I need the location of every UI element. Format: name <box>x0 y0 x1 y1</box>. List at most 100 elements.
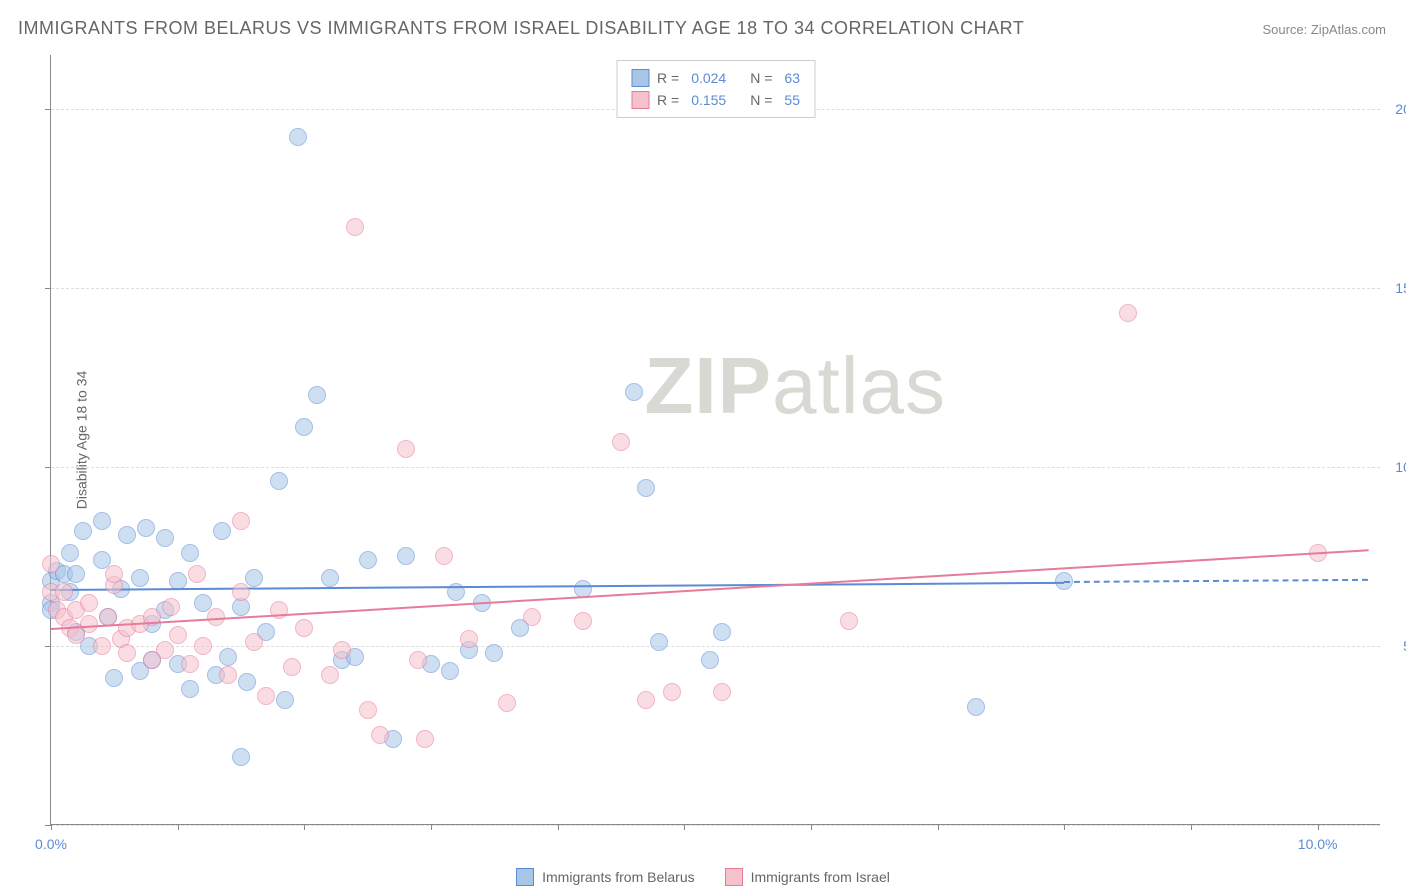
legend-swatch <box>631 69 649 87</box>
scatter-point <box>270 472 288 490</box>
legend-series-label: Immigrants from Belarus <box>542 869 694 885</box>
scatter-point <box>219 648 237 666</box>
y-tick <box>45 467 51 468</box>
trend-line <box>51 581 1064 590</box>
series-legend: Immigrants from Belarus Immigrants from I… <box>0 868 1406 886</box>
scatter-point <box>625 383 643 401</box>
scatter-point <box>1119 304 1137 322</box>
scatter-point <box>333 641 351 659</box>
scatter-point <box>523 608 541 626</box>
x-tick <box>51 824 52 830</box>
scatter-point <box>181 680 199 698</box>
scatter-point <box>701 651 719 669</box>
scatter-point <box>232 512 250 530</box>
scatter-point <box>295 619 313 637</box>
scatter-point <box>194 637 212 655</box>
scatter-point <box>219 666 237 684</box>
legend-series-item: Immigrants from Israel <box>725 868 890 886</box>
scatter-point <box>713 683 731 701</box>
legend-swatch <box>631 91 649 109</box>
scatter-point <box>295 418 313 436</box>
scatter-point <box>93 512 111 530</box>
x-tick <box>811 824 812 830</box>
x-tick <box>304 824 305 830</box>
scatter-point <box>713 623 731 641</box>
scatter-point <box>74 522 92 540</box>
scatter-point <box>93 637 111 655</box>
scatter-point <box>409 651 427 669</box>
legend-n-value: 63 <box>784 70 800 86</box>
scatter-point <box>137 519 155 537</box>
x-tick-label: 10.0% <box>1298 836 1338 852</box>
scatter-point <box>612 433 630 451</box>
scatter-point <box>181 544 199 562</box>
scatter-point <box>257 687 275 705</box>
scatter-point <box>67 565 85 583</box>
y-tick-label: 10.0% <box>1385 459 1406 475</box>
legend-r-value: 0.024 <box>691 70 726 86</box>
scatter-point <box>80 594 98 612</box>
legend-r-value: 0.155 <box>691 92 726 108</box>
scatter-point <box>663 683 681 701</box>
scatter-point <box>321 666 339 684</box>
legend-n-label: N = <box>750 70 772 86</box>
legend-swatch <box>725 868 743 886</box>
scatter-point <box>650 633 668 651</box>
scatter-point <box>162 598 180 616</box>
watermark-bold: ZIP <box>645 341 772 430</box>
scatter-point <box>55 583 73 601</box>
scatter-point <box>359 551 377 569</box>
scatter-point <box>289 128 307 146</box>
scatter-point <box>156 529 174 547</box>
x-tick-label: 0.0% <box>35 836 67 852</box>
scatter-point <box>574 612 592 630</box>
legend-r-label: R = <box>657 92 679 108</box>
scatter-point <box>245 569 263 587</box>
scatter-point <box>131 569 149 587</box>
legend-n-label: N = <box>750 92 772 108</box>
y-tick <box>45 109 51 110</box>
scatter-point <box>105 669 123 687</box>
scatter-point <box>637 691 655 709</box>
legend-swatch <box>516 868 534 886</box>
x-tick <box>1191 824 1192 830</box>
scatter-point <box>105 565 123 583</box>
legend-n-value: 55 <box>784 92 800 108</box>
x-tick <box>1064 824 1065 830</box>
scatter-point <box>321 569 339 587</box>
x-tick <box>684 824 685 830</box>
y-tick-label: 20.0% <box>1385 101 1406 117</box>
scatter-point <box>188 565 206 583</box>
scatter-point <box>637 479 655 497</box>
scatter-point <box>245 633 263 651</box>
watermark: ZIPatlas <box>645 340 946 432</box>
scatter-point <box>118 526 136 544</box>
scatter-point <box>498 694 516 712</box>
scatter-point <box>232 748 250 766</box>
gridline <box>51 825 1380 826</box>
x-tick <box>1318 824 1319 830</box>
x-tick <box>178 824 179 830</box>
x-tick <box>558 824 559 830</box>
scatter-point <box>308 386 326 404</box>
legend-series-item: Immigrants from Belarus <box>516 868 694 886</box>
scatter-point <box>276 691 294 709</box>
x-tick <box>938 824 939 830</box>
chart-title: IMMIGRANTS FROM BELARUS VS IMMIGRANTS FR… <box>18 18 1024 39</box>
chart-container: Disability Age 18 to 34 ZIPatlas R =0.02… <box>50 55 1380 825</box>
scatter-point <box>346 218 364 236</box>
trend-line-extrapolated <box>1064 579 1368 583</box>
plot-area: ZIPatlas R =0.024N =63R =0.155N =55 5.0%… <box>50 55 1380 825</box>
y-tick <box>45 288 51 289</box>
y-tick-label: 15.0% <box>1385 280 1406 296</box>
scatter-point <box>238 673 256 691</box>
legend-correlation-row: R = 0.155 N = 55 <box>631 89 800 111</box>
scatter-point <box>61 544 79 562</box>
scatter-point <box>181 655 199 673</box>
legend-correlation-row: R =0.024N =63 <box>631 67 800 89</box>
gridline <box>51 467 1380 468</box>
scatter-point <box>485 644 503 662</box>
correlation-legend: R = 0.024 N = 63 R = 0.155 N = 55 <box>616 60 815 118</box>
scatter-point <box>967 698 985 716</box>
y-tick <box>45 646 51 647</box>
